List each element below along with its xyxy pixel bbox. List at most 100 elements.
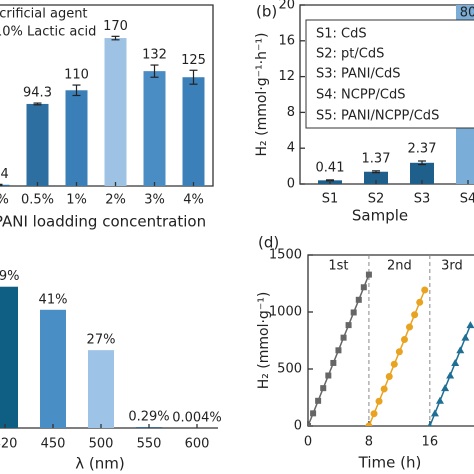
y-axis-label: H₂ (mmol·g⁻¹·h⁻¹) xyxy=(254,33,270,157)
annotation: S3: PANI/CdS xyxy=(316,67,400,82)
y-tick-label: 4 xyxy=(287,141,295,156)
value-label: 1.4 xyxy=(0,167,9,182)
error-bar xyxy=(150,64,159,78)
annotation: S2: pt/CdS xyxy=(316,47,384,62)
y-tick-label: 12 xyxy=(278,69,295,84)
bar xyxy=(40,309,66,428)
marker xyxy=(421,286,429,294)
marker xyxy=(330,359,337,366)
x-tick-label: 450 xyxy=(41,437,66,452)
x-tick-label: 420 xyxy=(0,437,17,452)
x-tick-label: 1% xyxy=(66,193,87,208)
marker xyxy=(375,397,383,405)
marker xyxy=(308,423,311,426)
x-tick-label: 600 xyxy=(185,437,210,452)
x-axis-label: λ (nm) xyxy=(75,455,124,473)
error-bar xyxy=(111,35,120,41)
bar xyxy=(364,171,388,184)
y-tick-label: 500 xyxy=(277,362,302,377)
x-tick-label: 3% xyxy=(144,193,165,208)
value-label: 0.41 xyxy=(316,160,345,175)
marker xyxy=(325,372,332,379)
x-tick-label: 8 xyxy=(365,435,373,450)
value-label: 132 xyxy=(142,48,167,63)
frame-b xyxy=(299,4,474,185)
y-axis-label: H₂ (mmol·g⁻¹) xyxy=(256,292,272,390)
error-bar xyxy=(0,183,3,186)
value-label: 27% xyxy=(87,333,116,348)
value-label: 125 xyxy=(181,53,206,68)
series-label: 1st xyxy=(328,259,348,274)
panel-label: (b) xyxy=(256,3,277,21)
y-tick-label: 20 xyxy=(278,0,295,13)
marker xyxy=(385,373,393,381)
y-tick-label: 1500 xyxy=(269,248,302,263)
value-label: 41% xyxy=(39,292,68,307)
y-tick-label: 16 xyxy=(278,33,295,48)
marker xyxy=(345,322,352,329)
marker xyxy=(430,409,439,417)
frame-d xyxy=(307,254,474,427)
x-tick-label: S3 xyxy=(414,192,431,207)
series-label: 2nd xyxy=(387,259,412,274)
marker xyxy=(315,397,322,404)
x-tick-label: 0.5% xyxy=(21,193,54,208)
y-tick-label: 0 xyxy=(287,177,295,192)
legend-box xyxy=(305,19,474,129)
plot-area xyxy=(308,271,474,426)
marker xyxy=(340,334,347,341)
marker xyxy=(451,358,460,366)
marker xyxy=(441,384,450,392)
x-tick-label: 4% xyxy=(183,193,204,208)
marker xyxy=(390,360,398,368)
x-tick-label: 16 xyxy=(422,435,439,450)
marker xyxy=(427,422,433,426)
bar xyxy=(104,38,127,186)
marker xyxy=(350,309,357,316)
marker xyxy=(416,298,424,306)
marker xyxy=(355,296,362,303)
error-bar xyxy=(372,170,380,174)
marker xyxy=(411,311,419,319)
marker xyxy=(310,410,317,417)
marker xyxy=(360,284,367,291)
x-tick-label: 500 xyxy=(89,437,114,452)
bar xyxy=(0,184,10,186)
marker xyxy=(400,335,408,343)
x-axis-label: PANI loadding concentration xyxy=(0,213,206,231)
value-label: 94.3 xyxy=(23,86,52,101)
marker xyxy=(466,321,474,329)
bar xyxy=(410,162,434,184)
error-bar xyxy=(418,160,426,166)
value-label: 49% xyxy=(0,269,19,284)
error-bar xyxy=(189,69,198,85)
y-tick-label: 1000 xyxy=(269,305,302,320)
value-label: 80 xyxy=(460,6,474,21)
value-label: 1.37 xyxy=(362,151,391,166)
plot-area xyxy=(0,35,205,186)
bar xyxy=(88,350,114,428)
value-label: 2.37 xyxy=(408,141,437,156)
x-axis-label: Sample xyxy=(352,207,408,225)
annotation: Sacrificial agent xyxy=(0,7,88,22)
x-tick-label: S4 xyxy=(460,192,474,207)
marker xyxy=(435,396,444,404)
annotation: S5: PANI/NCPP/CdS xyxy=(316,109,439,124)
error-bar xyxy=(33,102,42,106)
error-bar xyxy=(72,84,81,97)
value-label: 170 xyxy=(103,19,128,34)
annotation: S4: NCPP/CdS xyxy=(316,88,405,103)
bar xyxy=(143,71,166,186)
marker xyxy=(446,371,455,379)
panel-label: (d) xyxy=(258,234,279,252)
bar xyxy=(26,103,49,186)
bar xyxy=(65,90,88,186)
series-label: 3rd xyxy=(441,259,463,274)
x-tick-label: 550 xyxy=(137,437,162,452)
plot-area xyxy=(0,286,210,428)
bar xyxy=(0,286,18,428)
x-tick-label: S1 xyxy=(322,192,339,207)
marker xyxy=(395,348,403,356)
marker xyxy=(370,410,378,418)
